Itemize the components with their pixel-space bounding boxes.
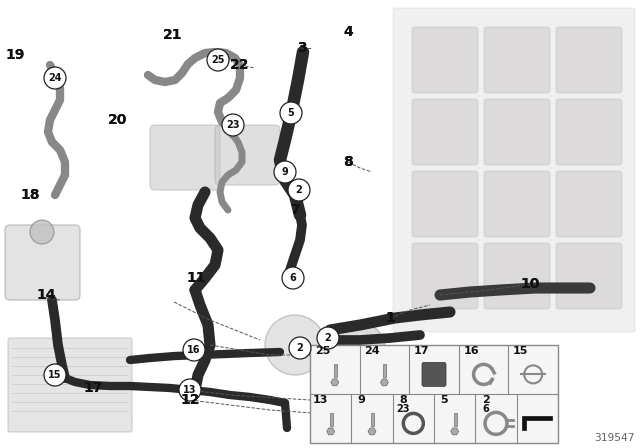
Bar xyxy=(334,364,337,377)
Circle shape xyxy=(280,102,302,124)
Text: 21: 21 xyxy=(163,28,183,42)
Text: 20: 20 xyxy=(108,113,128,127)
Text: 17: 17 xyxy=(83,381,102,395)
Bar xyxy=(454,414,457,426)
FancyBboxPatch shape xyxy=(150,125,220,190)
Circle shape xyxy=(207,49,229,71)
FancyBboxPatch shape xyxy=(556,27,622,93)
Bar xyxy=(310,345,558,443)
Text: 13: 13 xyxy=(313,395,328,405)
Text: 6: 6 xyxy=(290,273,296,283)
Text: 24: 24 xyxy=(364,346,380,356)
Text: 1: 1 xyxy=(385,311,395,325)
Text: 2: 2 xyxy=(482,395,490,405)
Bar xyxy=(330,414,333,426)
Bar xyxy=(383,364,387,377)
FancyBboxPatch shape xyxy=(422,362,446,386)
Circle shape xyxy=(44,67,66,89)
Circle shape xyxy=(44,364,66,386)
FancyBboxPatch shape xyxy=(412,171,478,237)
Text: 12: 12 xyxy=(180,393,200,407)
Text: 5: 5 xyxy=(287,108,294,118)
Text: 16: 16 xyxy=(463,346,479,356)
Text: 319547: 319547 xyxy=(595,433,635,443)
Text: 7: 7 xyxy=(290,203,300,217)
Circle shape xyxy=(183,339,205,361)
Text: 14: 14 xyxy=(36,288,56,302)
FancyBboxPatch shape xyxy=(484,171,550,237)
Text: 8: 8 xyxy=(399,395,407,405)
Circle shape xyxy=(288,179,310,201)
Text: 23: 23 xyxy=(227,120,240,130)
FancyBboxPatch shape xyxy=(484,99,550,165)
Text: 1: 1 xyxy=(385,311,395,325)
Text: 19: 19 xyxy=(5,48,25,62)
Text: 13: 13 xyxy=(183,385,196,395)
Text: 15: 15 xyxy=(513,346,529,356)
Text: 10: 10 xyxy=(520,277,540,291)
Text: 11: 11 xyxy=(186,271,205,285)
Text: 2: 2 xyxy=(296,343,303,353)
Text: 4: 4 xyxy=(343,25,353,39)
FancyBboxPatch shape xyxy=(215,125,280,185)
FancyBboxPatch shape xyxy=(556,99,622,165)
Text: 2: 2 xyxy=(296,185,302,195)
Text: 16: 16 xyxy=(188,345,201,355)
FancyBboxPatch shape xyxy=(484,243,550,309)
Text: 20: 20 xyxy=(108,113,128,127)
Circle shape xyxy=(335,323,385,373)
Text: 2: 2 xyxy=(324,333,332,343)
FancyBboxPatch shape xyxy=(556,171,622,237)
Text: 7: 7 xyxy=(290,203,300,217)
Polygon shape xyxy=(522,416,552,431)
Circle shape xyxy=(317,327,339,349)
Text: 22: 22 xyxy=(230,58,250,72)
Circle shape xyxy=(274,161,296,183)
Text: 12: 12 xyxy=(180,393,200,407)
Text: 22: 22 xyxy=(230,58,250,72)
FancyBboxPatch shape xyxy=(412,99,478,165)
Text: 9: 9 xyxy=(358,395,365,405)
FancyBboxPatch shape xyxy=(556,243,622,309)
Text: 25: 25 xyxy=(211,55,225,65)
Text: 18: 18 xyxy=(20,188,40,202)
Text: 3: 3 xyxy=(297,41,307,55)
FancyBboxPatch shape xyxy=(393,8,635,332)
Text: 8: 8 xyxy=(343,155,353,169)
Text: 9: 9 xyxy=(282,167,289,177)
Text: 6: 6 xyxy=(483,404,489,414)
Text: 17: 17 xyxy=(414,346,429,356)
Text: 19: 19 xyxy=(5,48,25,62)
Text: 23: 23 xyxy=(396,404,410,414)
Bar xyxy=(371,414,374,426)
Text: 4: 4 xyxy=(343,25,353,39)
Text: 15: 15 xyxy=(48,370,61,380)
FancyBboxPatch shape xyxy=(484,27,550,93)
Text: 14: 14 xyxy=(36,288,56,302)
Text: 25: 25 xyxy=(315,346,330,356)
Circle shape xyxy=(289,337,311,359)
Circle shape xyxy=(179,379,201,401)
Text: 17: 17 xyxy=(83,381,102,395)
Circle shape xyxy=(30,220,54,244)
Text: 11: 11 xyxy=(186,271,205,285)
Text: 18: 18 xyxy=(20,188,40,202)
Text: 3: 3 xyxy=(297,41,307,55)
Text: 10: 10 xyxy=(520,277,540,291)
FancyBboxPatch shape xyxy=(412,27,478,93)
Circle shape xyxy=(282,267,304,289)
Text: 21: 21 xyxy=(163,28,183,42)
FancyBboxPatch shape xyxy=(8,338,132,432)
FancyBboxPatch shape xyxy=(412,243,478,309)
Text: 24: 24 xyxy=(48,73,61,83)
Text: 5: 5 xyxy=(440,395,448,405)
Circle shape xyxy=(222,114,244,136)
Text: 8: 8 xyxy=(343,155,353,169)
Circle shape xyxy=(265,315,325,375)
FancyBboxPatch shape xyxy=(5,225,80,300)
